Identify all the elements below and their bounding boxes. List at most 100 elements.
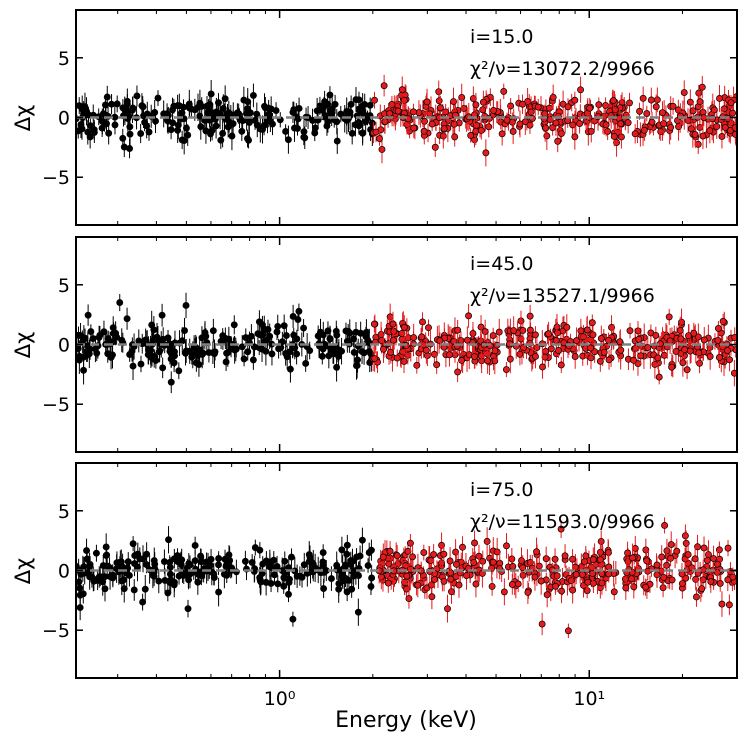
data-point: [680, 80, 688, 105]
data-point: [643, 105, 651, 122]
data-point: [700, 536, 708, 560]
data-point: [440, 116, 448, 141]
data-point: [182, 292, 190, 319]
data-point: [516, 110, 524, 138]
data-point: [694, 560, 702, 587]
data-point: [447, 565, 455, 593]
panel-middle-chi2: χ²/ν=13527.1/9966: [470, 285, 655, 307]
data-point: [158, 303, 166, 327]
data-point: [291, 114, 298, 142]
data-point: [300, 120, 308, 144]
data-point: [79, 583, 87, 604]
panel-middle-ytick-label: 0: [58, 335, 70, 357]
data-point: [314, 325, 322, 347]
data-point: [533, 537, 540, 566]
data-point: [123, 307, 131, 330]
data-point: [660, 565, 668, 590]
data-point: [451, 127, 459, 147]
data-point: [350, 565, 358, 587]
data-point: [285, 586, 292, 603]
data-point: [111, 115, 119, 135]
data-point: [232, 337, 240, 362]
data-point: [225, 545, 233, 565]
data-point: [96, 325, 104, 345]
panel-bottom-ytick-label: 5: [58, 501, 70, 523]
data-point: [130, 579, 138, 601]
data-point: [321, 90, 329, 113]
data-point: [139, 99, 147, 115]
data-point: [693, 587, 700, 607]
data-point: [463, 326, 471, 354]
data-point: [428, 584, 436, 610]
panel-middle-series-black: [76, 292, 375, 394]
data-point: [379, 543, 387, 571]
data-point: [324, 321, 332, 341]
data-point: [165, 526, 172, 554]
data-point: [164, 584, 172, 602]
data-point: [386, 104, 394, 123]
data-point: [683, 360, 691, 380]
data-point: [76, 348, 83, 364]
data-point: [696, 117, 704, 138]
data-point: [335, 575, 343, 603]
data-point: [375, 558, 383, 584]
data-point: [549, 84, 557, 110]
data-point: [386, 541, 394, 562]
data-point: [718, 591, 726, 617]
data-point: [520, 337, 528, 359]
data-point: [109, 341, 116, 369]
data-point: [526, 322, 534, 338]
data-point: [420, 121, 428, 141]
data-point: [502, 361, 510, 378]
data-point: [635, 327, 643, 351]
data-point: [552, 577, 560, 595]
data-point: [203, 96, 211, 117]
data-point: [707, 570, 715, 593]
data-point: [398, 76, 406, 103]
data-point: [348, 122, 356, 145]
data-point: [532, 344, 539, 369]
panel-middle-ytick-label: −5: [42, 394, 70, 416]
data-point: [409, 546, 417, 568]
data-point: [376, 131, 383, 146]
data-point: [420, 544, 428, 561]
data-point: [639, 86, 647, 111]
panel-top-chi2: χ²/ν=13072.2/9966: [470, 58, 655, 80]
data-point: [667, 531, 675, 558]
data-point: [610, 126, 618, 147]
panel-top-ytick-label: −5: [42, 167, 70, 189]
data-point: [351, 113, 359, 137]
data-point: [387, 344, 394, 361]
data-point: [380, 74, 388, 97]
data-point: [153, 322, 161, 352]
data-point: [370, 316, 378, 333]
data-point: [673, 538, 681, 564]
data-point: [366, 97, 374, 114]
data-point: [120, 574, 128, 603]
data-point: [78, 117, 86, 140]
data-point: [642, 578, 650, 596]
data-point: [244, 342, 252, 361]
data-point: [659, 101, 666, 124]
data-point: [557, 125, 565, 143]
data-point: [676, 316, 684, 345]
data-point: [195, 352, 203, 377]
data-point: [444, 594, 451, 623]
data-point: [430, 544, 438, 566]
data-point: [251, 337, 258, 357]
data-point: [617, 112, 625, 135]
xtick-label: 10¹: [573, 688, 605, 710]
data-point: [403, 568, 411, 585]
data-point: [651, 350, 659, 379]
data-point: [519, 321, 527, 340]
data-point: [667, 114, 675, 141]
data-point: [224, 338, 232, 367]
data-point: [573, 327, 580, 354]
data-point: [249, 349, 257, 370]
data-point: [647, 324, 655, 342]
data-point: [557, 356, 565, 374]
data-point: [597, 325, 605, 352]
data-point: [609, 90, 617, 111]
data-point: [694, 534, 701, 559]
